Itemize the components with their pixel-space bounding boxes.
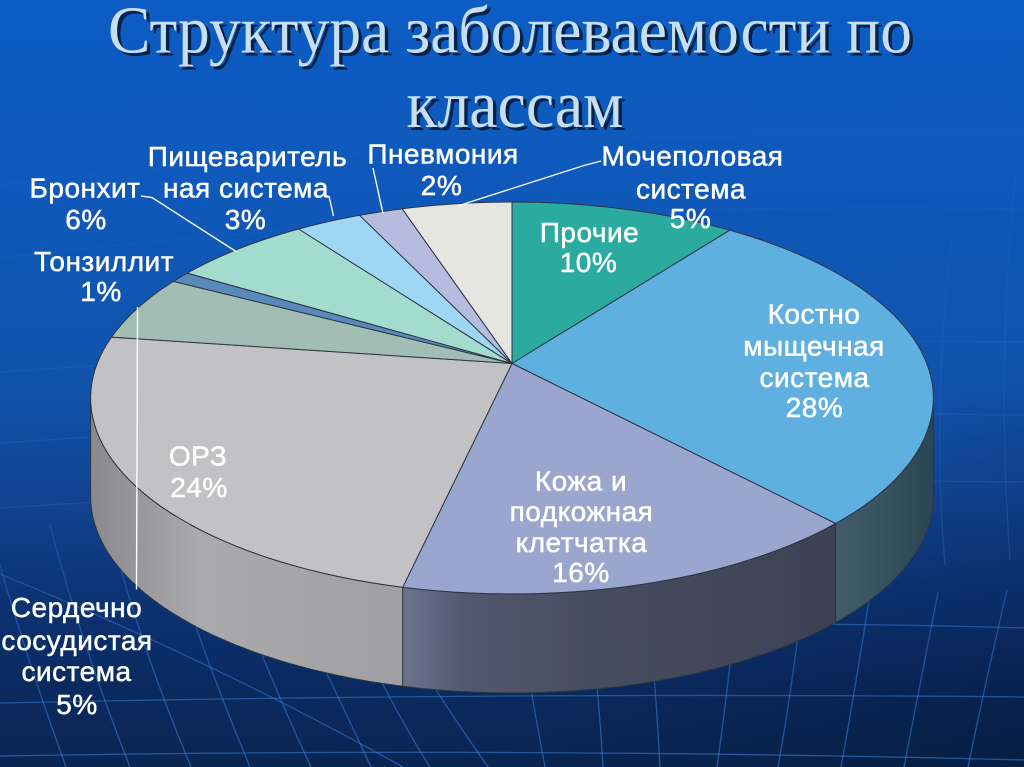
svg-text:Бронхит: Бронхит (30, 173, 141, 204)
svg-text:ОРЗ: ОРЗ (169, 441, 227, 472)
svg-text:6%: 6% (65, 204, 106, 235)
svg-text:клетчатка: клетчатка (516, 527, 648, 558)
svg-text:сосудистая: сосудистая (1, 625, 152, 656)
svg-text:мыщечная: мыщечная (743, 331, 885, 362)
svg-text:система: система (759, 362, 869, 393)
svg-text:Прочие: Прочие (540, 217, 639, 248)
svg-text:подкожная: подкожная (510, 496, 654, 527)
svg-text:Кожа и: Кожа и (535, 466, 627, 497)
svg-text:5%: 5% (670, 203, 711, 234)
svg-text:5%: 5% (56, 689, 97, 720)
svg-text:Мочеполовая: Мочеполовая (602, 141, 784, 172)
svg-text:Пищеваритель: Пищеваритель (148, 141, 347, 172)
svg-text:система: система (636, 174, 746, 205)
svg-text:2%: 2% (421, 170, 462, 201)
svg-text:Тонзиллит: Тонзиллит (34, 246, 174, 277)
svg-text:Сердечно: Сердечно (11, 592, 142, 623)
svg-text:Структура заболеваемости по: Структура заболеваемости по (111, 0, 915, 71)
svg-text:система: система (21, 656, 131, 687)
svg-text:28%: 28% (786, 392, 844, 423)
svg-text:1%: 1% (80, 276, 121, 307)
svg-text:Пневмония: Пневмония (367, 139, 518, 170)
svg-text:классам: классам (410, 71, 627, 145)
svg-text:Костно: Костно (768, 299, 861, 330)
svg-text:16%: 16% (552, 557, 610, 588)
svg-text:классам: классам (407, 68, 624, 142)
svg-text:ная система: ная система (163, 173, 329, 204)
svg-text:24%: 24% (170, 472, 228, 503)
svg-text:Структура заболеваемости по: Структура заболеваемости по (108, 0, 912, 68)
svg-text:10%: 10% (560, 247, 618, 278)
svg-text:3%: 3% (225, 204, 266, 235)
